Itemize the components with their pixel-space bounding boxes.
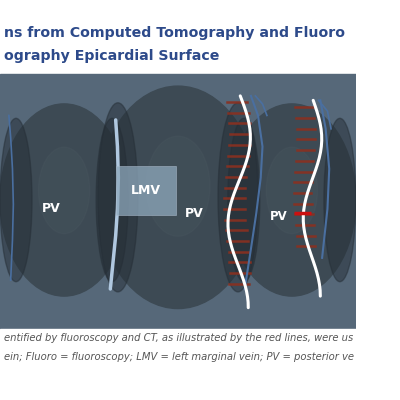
Ellipse shape (38, 147, 90, 234)
Text: ein; Fluoro = fluoroscopy; LMV = left marginal vein; PV = posterior ve: ein; Fluoro = fluoroscopy; LMV = left ma… (4, 352, 354, 362)
Bar (116, 166, 176, 215)
Text: PV: PV (270, 210, 287, 222)
Ellipse shape (0, 104, 128, 296)
Text: PV: PV (185, 207, 203, 220)
Bar (0, 329, 356, 378)
Ellipse shape (98, 86, 258, 308)
Ellipse shape (98, 103, 138, 292)
Ellipse shape (266, 147, 318, 234)
Ellipse shape (0, 118, 32, 282)
Ellipse shape (228, 104, 356, 296)
Text: ography Epicardial Surface: ography Epicardial Surface (4, 49, 219, 63)
Ellipse shape (218, 103, 258, 292)
Ellipse shape (228, 118, 260, 282)
Bar (0, 22, 356, 74)
Text: ns from Computed Tomography and Fluoro: ns from Computed Tomography and Fluoro (4, 26, 344, 40)
Bar (0, 74, 356, 329)
Ellipse shape (324, 118, 356, 282)
Text: LMV: LMV (131, 184, 161, 197)
Ellipse shape (96, 118, 128, 282)
Text: PV: PV (42, 202, 61, 215)
Text: entified by fluoroscopy and CT, as illustrated by the red lines, were us: entified by fluoroscopy and CT, as illus… (4, 332, 353, 342)
Ellipse shape (146, 136, 210, 236)
